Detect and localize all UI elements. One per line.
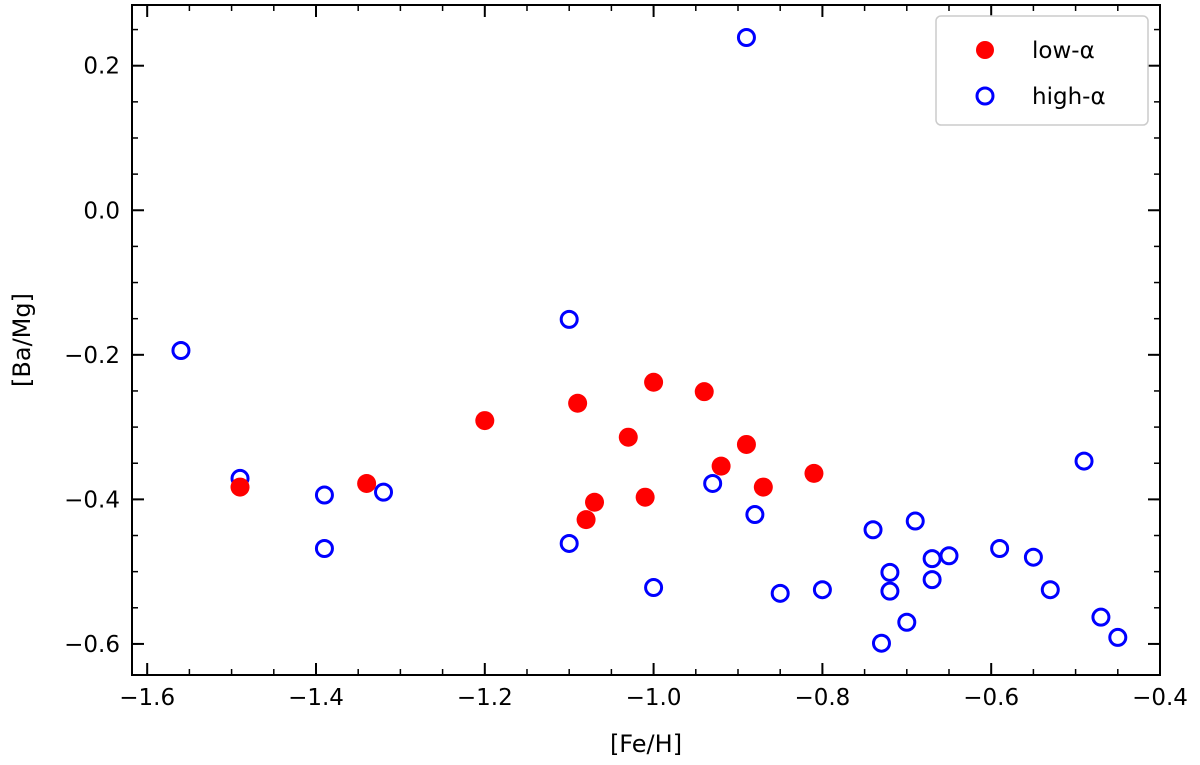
high-alpha-point: [314, 539, 334, 559]
low-alpha-point: [736, 434, 756, 454]
high-alpha-point: [703, 473, 723, 493]
high-alpha-point: [314, 485, 334, 505]
low-alpha-point: [585, 492, 605, 512]
high-alpha-point: [745, 505, 765, 525]
x-tick-label: −0.6: [963, 685, 1019, 711]
y-tick-label: −0.4: [64, 487, 120, 513]
high-alpha-point: [880, 581, 900, 601]
low-alpha-point: [635, 487, 655, 507]
high-alpha-point: [990, 539, 1010, 559]
legend-marker-low-alpha: [976, 41, 994, 59]
high-alpha-point: [1040, 580, 1060, 600]
y-tick-label: 0.2: [83, 54, 120, 80]
y-tick-label: 0.0: [83, 198, 120, 224]
plot-frame: [131, 4, 1161, 676]
x-tick-label: −1.0: [626, 685, 682, 711]
data-points: [171, 28, 1128, 653]
legend-label-high-alpha: high-α: [1032, 84, 1106, 110]
high-alpha-point: [1091, 607, 1111, 627]
legend: low-α high-α: [935, 15, 1149, 126]
low-alpha-point: [644, 372, 664, 392]
high-alpha-point: [905, 511, 925, 531]
high-alpha-point: [770, 583, 790, 603]
x-tick-label: −1.4: [288, 685, 344, 711]
legend-label-low-alpha: low-α: [1032, 38, 1095, 64]
low-alpha-point: [618, 427, 638, 447]
high-alpha-point: [1023, 547, 1043, 567]
high-alpha-point: [171, 340, 191, 360]
high-alpha-point: [897, 612, 917, 632]
x-tick-label: −1.2: [457, 685, 513, 711]
low-alpha-point: [475, 411, 495, 431]
high-alpha-point: [1108, 627, 1128, 647]
y-axis-label: [Ba/Mg]: [8, 293, 36, 387]
low-alpha-point: [357, 473, 377, 493]
high-alpha-point: [871, 633, 891, 653]
low-alpha-point: [804, 463, 824, 483]
low-alpha-point: [753, 477, 773, 497]
x-tick-label: −0.8: [794, 685, 850, 711]
legend-marker-high-alpha: [975, 86, 995, 106]
high-alpha-point: [922, 570, 942, 590]
high-alpha-point: [939, 546, 959, 566]
low-alpha-point: [568, 393, 588, 413]
high-alpha-point: [374, 482, 394, 502]
x-tick-label: −0.4: [1132, 685, 1188, 711]
high-alpha-point: [922, 549, 942, 569]
low-alpha-point: [576, 510, 596, 530]
low-alpha-point: [230, 477, 250, 497]
y-tick-label: −0.2: [64, 343, 120, 369]
high-alpha-point: [736, 28, 756, 48]
high-alpha-point: [880, 562, 900, 582]
high-alpha-point: [559, 533, 579, 553]
high-alpha-point: [644, 578, 664, 598]
high-alpha-point: [559, 309, 579, 329]
high-alpha-point: [863, 520, 883, 540]
tick-labels: −1.6 −1.4 −1.2 −1.0 −0.8 −0.6 −0.4 −0.6 −0.4 −0.2…: [64, 54, 1188, 711]
y-tick-label: −0.6: [64, 632, 120, 658]
low-alpha-point: [694, 382, 714, 402]
low-alpha-point: [711, 456, 731, 476]
x-tick-label: −1.6: [119, 685, 175, 711]
high-alpha-point: [1074, 451, 1094, 471]
high-alpha-point: [812, 580, 832, 600]
x-axis-label: [Fe/H]: [610, 730, 682, 758]
